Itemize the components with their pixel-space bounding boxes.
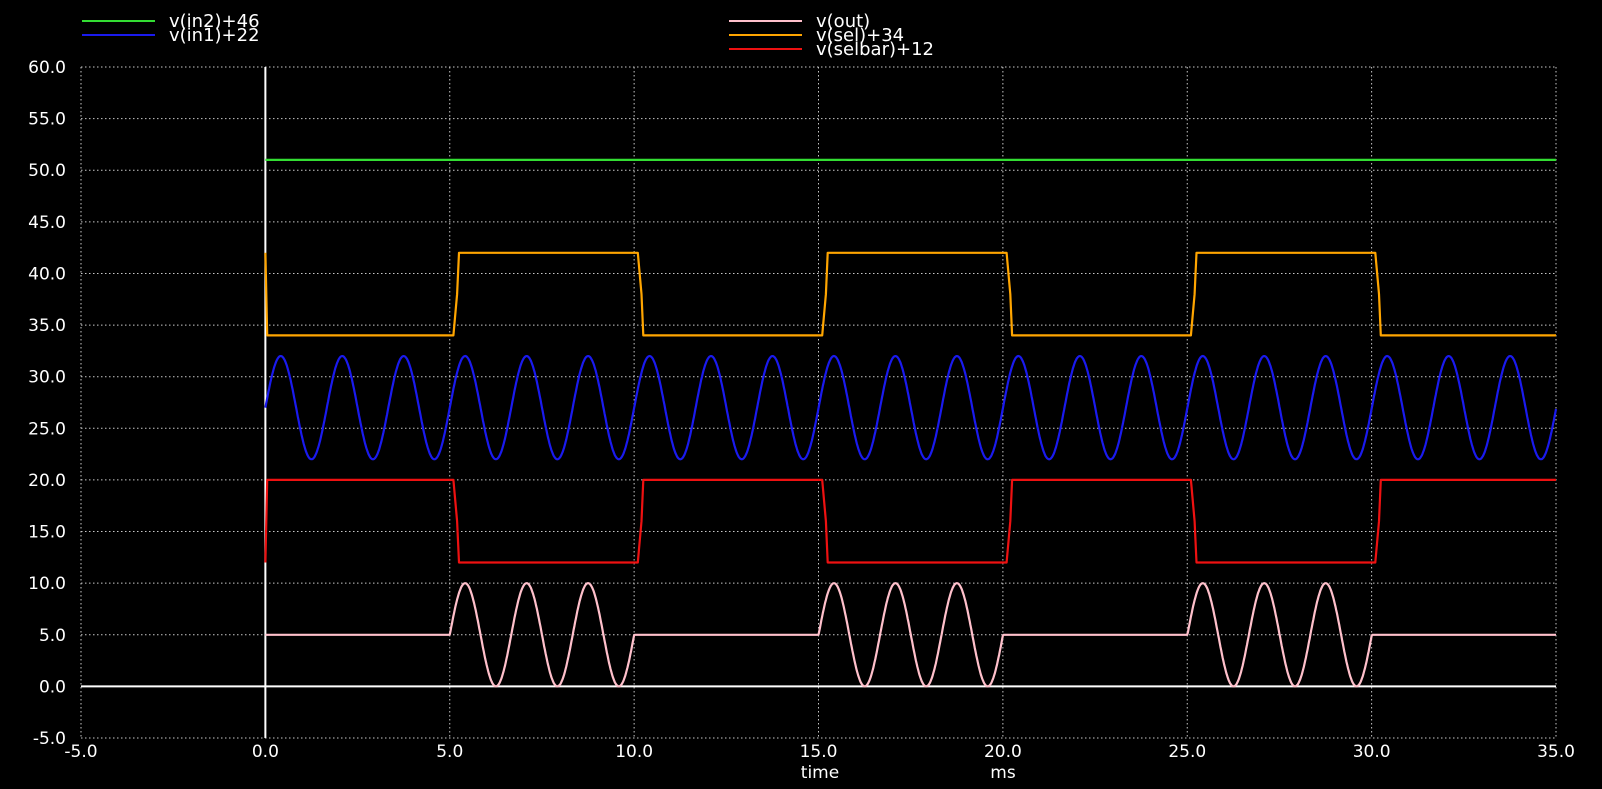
y-tick-label: 60.0 <box>28 58 66 78</box>
legend-label: v(sel)+34 <box>816 25 904 46</box>
x-tick-label: 0.0 <box>252 742 279 762</box>
x-tick-label: 30.0 <box>1353 742 1391 762</box>
legend-label: v(in2)+46 <box>169 11 260 32</box>
y-tick-label: 10.0 <box>28 574 66 594</box>
y-tick-label: -5.0 <box>33 729 66 749</box>
y-tick-label: 15.0 <box>28 523 66 543</box>
series-layer <box>264 158 1558 688</box>
y-tick-label: 30.0 <box>28 368 66 388</box>
series-line <box>264 478 1556 564</box>
y-tick-label: 40.0 <box>28 264 66 284</box>
y-tick-labels: 60.0 55.0 50.0 45.0 40.0 35.0 30.0 25.0 20.0 15.0… <box>28 58 66 749</box>
legend-label: v(selbar)+12 <box>816 39 934 60</box>
legend-label: v(in1)+22 <box>169 25 260 46</box>
y-tick-label: 0.0 <box>39 677 66 697</box>
x-tick-label: 35.0 <box>1537 742 1575 762</box>
x-axis-label: time <box>801 763 839 783</box>
x-tick-label: 15.0 <box>800 742 838 762</box>
x-tick-label: 25.0 <box>1168 742 1206 762</box>
series-line <box>265 582 1557 688</box>
y-tick-label: 55.0 <box>28 110 66 130</box>
y-tick-label: 20.0 <box>28 471 66 491</box>
legend: v(in2)+46v(in1)+22 v(out)v(sel)+34v(selba… <box>82 11 934 60</box>
y-tick-label: 45.0 <box>28 213 66 233</box>
y-tick-label: 35.0 <box>28 316 66 336</box>
y-tick-label: 50.0 <box>28 161 66 181</box>
x-tick-label: 20.0 <box>984 742 1022 762</box>
x-axis-unit: ms <box>990 763 1016 783</box>
series-line <box>264 251 1556 337</box>
y-tick-label: 25.0 <box>28 419 66 439</box>
legend-label: v(out) <box>816 11 870 32</box>
y-tick-label: 5.0 <box>39 626 66 646</box>
x-tick-label: 5.0 <box>436 742 463 762</box>
x-tick-labels: -5.0 0.0 5.0 10.0 15.0 20.0 25.0 30.0 35.0 <box>64 742 1575 762</box>
x-tick-label: -5.0 <box>64 742 97 762</box>
series-line <box>264 354 1558 461</box>
x-tick-label: 10.0 <box>615 742 653 762</box>
